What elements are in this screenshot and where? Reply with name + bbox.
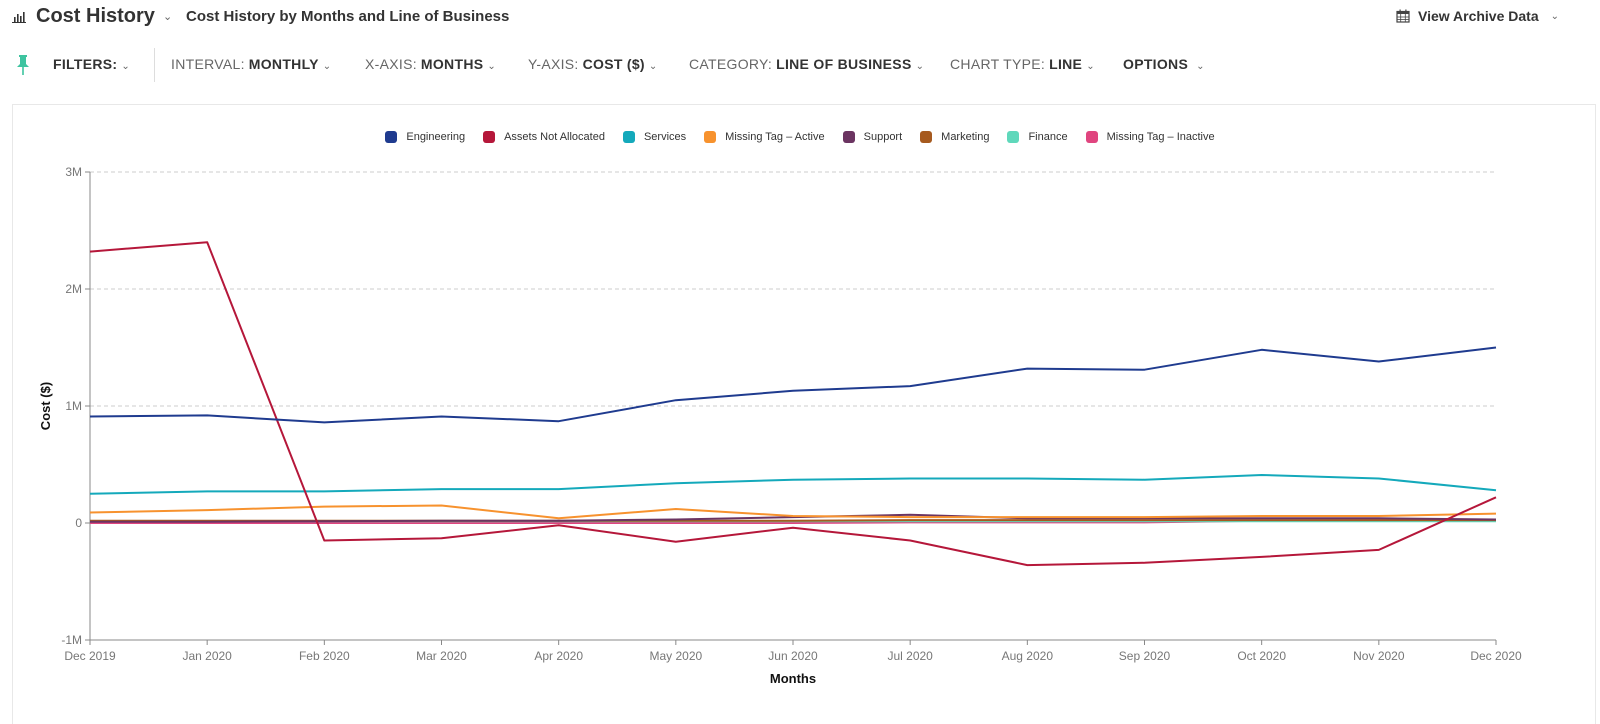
chart-legend: Engineering Assets Not Allocated Services M… bbox=[0, 131, 1600, 143]
chevron-down-icon: ⌄ bbox=[915, 61, 925, 72]
legend-item[interactable]: Services bbox=[622, 131, 687, 143]
chevron-down-icon: ⌄ bbox=[322, 61, 332, 72]
series-line-assets-not-allocated[interactable] bbox=[89, 241, 1497, 567]
x-axis-value: MONTHS bbox=[420, 56, 484, 72]
toolbar-divider bbox=[154, 48, 155, 82]
legend-swatch bbox=[622, 131, 635, 143]
chevron-down-icon: ⌄ bbox=[487, 61, 497, 72]
interval-dropdown[interactable]: INTERVAL: MONTHLY ⌄ bbox=[171, 56, 331, 72]
legend-label: Engineering bbox=[406, 131, 466, 143]
legend-swatch bbox=[483, 131, 496, 143]
interval-label: INTERVAL: bbox=[171, 56, 245, 72]
chevron-down-icon: ⌄ bbox=[1550, 10, 1560, 22]
chart-type-value: LINE bbox=[1049, 56, 1083, 72]
category-dropdown[interactable]: CATEGORY: LINE OF BUSINESS ⌄ bbox=[689, 56, 924, 72]
page-title[interactable]: Cost History bbox=[36, 5, 155, 27]
x-tick-label: Dec 2019 bbox=[64, 649, 116, 663]
series-line-support[interactable] bbox=[90, 513, 1497, 523]
x-tick-label: Jun 2020 bbox=[768, 649, 818, 663]
legend-swatch bbox=[920, 131, 933, 143]
legend-item[interactable]: Marketing bbox=[920, 131, 989, 143]
x-axis-dropdown[interactable]: X-AXIS: MONTHS ⌄ bbox=[365, 56, 496, 72]
view-archive-data-button[interactable]: View Archive Data ⌄ bbox=[1396, 8, 1559, 24]
chevron-down-icon[interactable]: ⌄ bbox=[163, 11, 173, 23]
y-axis-label: Y-AXIS: bbox=[528, 56, 579, 72]
calendar-icon bbox=[1396, 9, 1410, 23]
header-bar: Cost History ⌄ Cost History by Months an… bbox=[0, 0, 1600, 36]
y-axis-value: COST ($) bbox=[582, 56, 645, 72]
x-tick-label: Jul 2020 bbox=[887, 649, 933, 663]
y-tick-label: 2M bbox=[65, 282, 82, 296]
y-axis-dropdown[interactable]: Y-AXIS: COST ($) ⌄ bbox=[528, 56, 658, 72]
chart-type-label: CHART TYPE: bbox=[950, 56, 1046, 72]
x-tick-label: Apr 2020 bbox=[534, 649, 583, 663]
options-dropdown[interactable]: OPTIONS ⌄ bbox=[1123, 56, 1205, 72]
y-tick-label: 3M bbox=[65, 165, 82, 179]
y-tick-label: -1M bbox=[61, 633, 82, 647]
filters-label: FILTERS: bbox=[53, 56, 118, 72]
series-line-missing-tag-active[interactable] bbox=[89, 504, 1497, 520]
legend-item[interactable]: Missing Tag – Active bbox=[704, 131, 825, 143]
chevron-down-icon: ⌄ bbox=[121, 61, 131, 72]
x-tick-label: Oct 2020 bbox=[1237, 649, 1286, 663]
x-tick-label: Dec 2020 bbox=[1470, 649, 1522, 663]
y-tick-label: 0 bbox=[75, 516, 82, 530]
x-tick-label: Mar 2020 bbox=[416, 649, 467, 663]
x-tick-label: Nov 2020 bbox=[1353, 649, 1405, 663]
x-tick-label: Jan 2020 bbox=[182, 649, 232, 663]
chart-panel bbox=[12, 104, 1596, 724]
chevron-down-icon: ⌄ bbox=[1086, 61, 1095, 72]
x-axis-title: Months bbox=[770, 671, 816, 686]
legend-label: Missing Tag – Active bbox=[725, 131, 825, 143]
series-line-engineering[interactable] bbox=[89, 346, 1497, 424]
x-tick-label: Aug 2020 bbox=[1002, 649, 1054, 663]
legend-swatch bbox=[1085, 131, 1098, 143]
legend-item[interactable]: Assets Not Allocated bbox=[483, 131, 605, 143]
legend-label: Missing Tag – Inactive bbox=[1106, 131, 1215, 143]
legend-label: Finance bbox=[1028, 131, 1068, 143]
legend-label: Services bbox=[643, 131, 687, 143]
category-label: CATEGORY: bbox=[689, 56, 773, 72]
filters-dropdown[interactable]: FILTERS: ⌄ bbox=[53, 56, 130, 72]
y-axis-title: Cost ($) bbox=[38, 382, 53, 430]
pin-icon[interactable] bbox=[16, 55, 30, 75]
category-value: LINE OF BUSINESS bbox=[776, 56, 912, 72]
legend-label: Assets Not Allocated bbox=[504, 131, 605, 143]
chevron-down-icon: ⌄ bbox=[648, 61, 658, 72]
legend-item[interactable]: Finance bbox=[1007, 131, 1068, 143]
x-tick-label: Feb 2020 bbox=[299, 649, 350, 663]
legend-swatch bbox=[385, 131, 398, 143]
legend-item[interactable]: Support bbox=[842, 131, 903, 143]
chart-toolbar: FILTERS: ⌄ INTERVAL: MONTHLY ⌄ X-AXIS: MONTH… bbox=[0, 46, 1600, 82]
x-tick-label: May 2020 bbox=[649, 649, 702, 663]
archive-label: View Archive Data bbox=[1418, 8, 1539, 24]
chart-subtitle: Cost History by Months and Line of Busin… bbox=[186, 8, 510, 25]
interval-value: MONTHLY bbox=[248, 56, 319, 72]
legend-item[interactable]: Missing Tag – Inactive bbox=[1085, 131, 1215, 143]
bar-chart-icon bbox=[12, 12, 26, 23]
legend-item[interactable]: Engineering bbox=[385, 131, 465, 143]
legend-swatch bbox=[704, 131, 717, 143]
x-tick-label: Sep 2020 bbox=[1119, 649, 1171, 663]
chart-type-dropdown[interactable]: CHART TYPE: LINE ⌄ bbox=[950, 56, 1095, 72]
legend-label: Support bbox=[863, 131, 903, 143]
legend-swatch bbox=[842, 131, 855, 143]
x-axis-label: X-AXIS: bbox=[365, 56, 417, 72]
options-label: OPTIONS bbox=[1123, 56, 1189, 72]
chevron-down-icon: ⌄ bbox=[1196, 61, 1205, 72]
legend-swatch bbox=[1007, 131, 1020, 143]
legend-label: Marketing bbox=[941, 131, 990, 143]
y-tick-label: 1M bbox=[65, 399, 82, 413]
series-line-services[interactable] bbox=[89, 474, 1497, 495]
